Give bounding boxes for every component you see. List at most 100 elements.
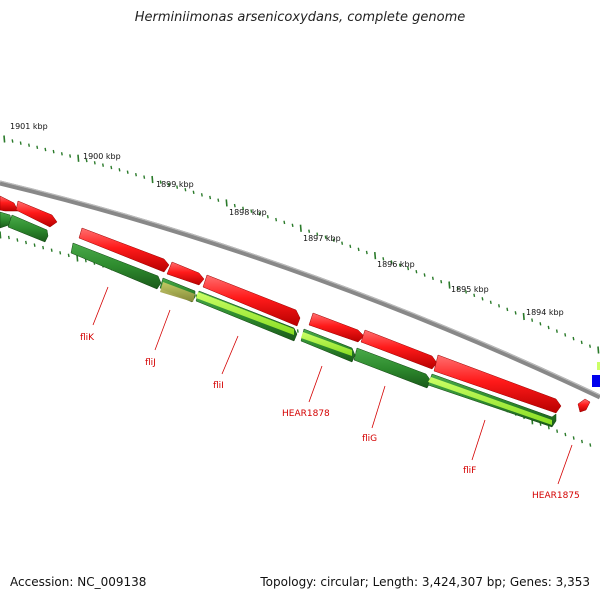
scale-tick — [110, 165, 113, 170]
gene-label[interactable]: HEAR1875 — [532, 491, 580, 501]
scale-tick — [242, 206, 245, 211]
gene-arrow[interactable] — [433, 354, 562, 414]
scale-tick — [102, 163, 104, 167]
scale-tick — [167, 182, 170, 187]
scale-tick — [258, 212, 261, 216]
scale-tick — [498, 304, 500, 308]
scale-tick — [547, 425, 550, 430]
scale-tick — [365, 250, 368, 255]
scale-tick — [233, 203, 236, 208]
gene-arrow[interactable] — [78, 227, 170, 273]
genome-backbone — [0, 180, 600, 400]
gene-arrow[interactable] — [7, 214, 49, 243]
scale-tick — [308, 229, 311, 233]
scale-tick — [225, 199, 228, 207]
scale-tick — [59, 251, 62, 255]
scale-tick — [84, 258, 87, 263]
scale-tick — [556, 429, 559, 433]
scale-label: 1896 kbp — [377, 260, 415, 269]
scale-tick — [296, 329, 299, 333]
topology-text: Topology: circular; Length: 3,424,307 bp… — [260, 575, 590, 589]
scale-tick — [283, 220, 286, 225]
scale-label: 1897 kbp — [303, 234, 341, 243]
scale-tick — [93, 161, 96, 165]
scale-tick — [456, 286, 459, 291]
edge-feature — [592, 375, 600, 387]
scale-tick — [374, 252, 377, 260]
scale-tick — [531, 318, 534, 322]
scale-tick — [299, 224, 302, 232]
scale-tick — [250, 209, 253, 213]
scale-tick — [382, 257, 385, 261]
scale-tick — [25, 240, 27, 245]
scale-tick — [572, 436, 575, 440]
scale-tick — [316, 232, 319, 236]
scale-tick — [50, 248, 53, 252]
scale-tick — [564, 333, 567, 337]
accession-text: Accession: NC_009138 — [10, 575, 147, 589]
gene-labels: fliK fliJ fliI HEAR1878 fliG fliF HEAR18… — [80, 333, 580, 501]
gene-arrow[interactable] — [166, 261, 205, 286]
gene-label[interactable]: fliI — [213, 381, 224, 391]
scale-tick — [159, 180, 162, 184]
gene-label[interactable]: fliJ — [145, 358, 156, 368]
reverse-strand-genes — [0, 211, 557, 428]
gene-arrow[interactable] — [202, 274, 301, 327]
scale-tick — [415, 269, 418, 274]
scale-tick — [42, 245, 45, 250]
scale-label: 1900 kbp — [83, 152, 121, 161]
gene-arrow[interactable] — [308, 312, 365, 343]
gene-arrow[interactable] — [70, 242, 162, 290]
scale-tick — [143, 175, 146, 179]
scale-tick — [33, 243, 36, 247]
scale-tick — [52, 149, 55, 154]
gene-label-lines — [92, 286, 573, 485]
scale-tick — [572, 336, 575, 341]
scale-tick — [184, 187, 187, 192]
gene-arrow[interactable] — [360, 329, 438, 370]
scale-tick — [69, 154, 72, 158]
scale-tick — [539, 322, 542, 326]
forward-strand-genes — [0, 195, 591, 414]
scale-tick — [192, 190, 195, 195]
edge-feature — [597, 362, 600, 370]
scale-tick — [489, 300, 492, 305]
scale-tick — [332, 238, 335, 242]
gene-label[interactable]: fliG — [362, 434, 377, 444]
scale-tick — [580, 340, 583, 345]
scale-tick — [514, 311, 517, 315]
scale-tick — [85, 158, 88, 163]
gene-label[interactable]: HEAR1878 — [282, 409, 330, 419]
scale-tick — [390, 260, 393, 264]
gene-label[interactable]: fliK — [80, 333, 95, 343]
scale-tick — [473, 293, 476, 298]
scale-labels: 1901 kbp 1900 kbp 1899 kbp 1898 kbp 1897… — [10, 122, 564, 317]
map-title: Herminiimonas arsenicoxydans, complete g… — [134, 10, 466, 25]
gene-label[interactable]: fliF — [463, 466, 476, 476]
scale-tick — [440, 279, 443, 284]
scale-tick — [0, 231, 2, 239]
scale-ticks — [0, 135, 600, 447]
scale-tick — [44, 147, 47, 152]
scale-tick — [36, 145, 39, 150]
scale-tick — [357, 247, 360, 252]
scale-tick — [398, 263, 401, 267]
scale-tick — [448, 281, 451, 289]
scale-tick — [11, 139, 14, 143]
gene-arrow[interactable] — [353, 347, 432, 389]
scale-tick — [522, 312, 525, 321]
scale-label: 1898 kbp — [229, 208, 267, 217]
scale-tick — [16, 238, 19, 242]
scale-tick — [60, 152, 63, 156]
scale-tick — [581, 439, 583, 444]
scale-tick — [291, 223, 294, 228]
scale-tick — [275, 217, 278, 222]
scale-tick — [324, 235, 327, 239]
gene-arrow[interactable] — [15, 200, 58, 228]
gene-arrow[interactable] — [577, 398, 591, 413]
scale-tick — [465, 290, 467, 294]
gene-arrow[interactable] — [0, 195, 19, 212]
scale-tick — [547, 325, 550, 330]
scale-tick — [176, 185, 179, 189]
